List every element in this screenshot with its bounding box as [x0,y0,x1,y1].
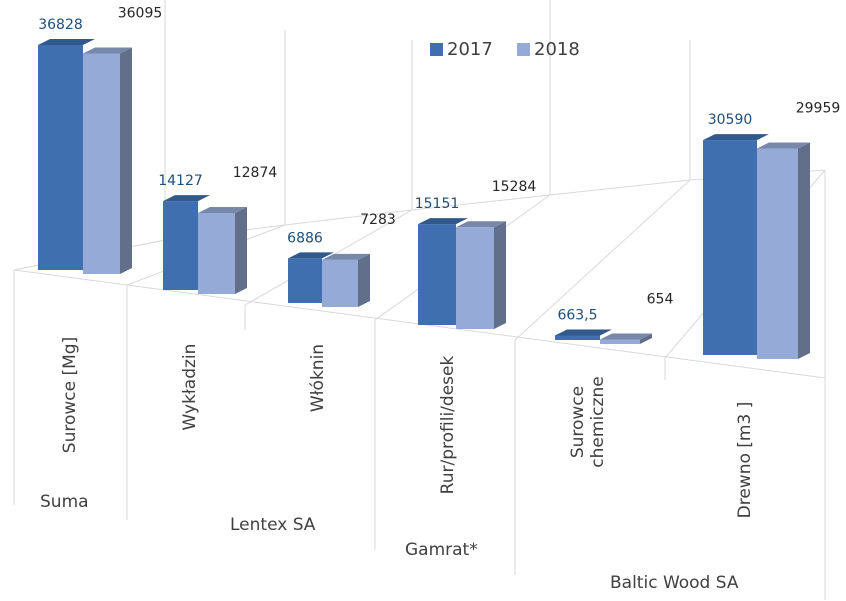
category-label: Rur/profili/desek [438,355,458,495]
data-label: 663,5 [557,307,597,323]
category-label: Wykładzin [180,343,200,431]
data-label: 30590 [708,112,753,128]
bar-side [640,333,652,344]
bar [288,258,322,303]
group-label: Lentex SA [230,515,316,535]
data-label: 12874 [233,165,278,181]
bar-side [120,47,132,275]
bar [456,227,494,329]
legend-label: 2017 [447,39,493,60]
bar [198,212,235,294]
group-label: Baltic Wood SA [610,573,739,593]
data-label: 29959 [796,101,841,117]
group-label: Gamrat* [405,540,478,560]
legend-label: 2018 [534,39,580,60]
bar-top [456,221,506,228]
floor-line [514,179,691,341]
bar-side [235,206,247,294]
legend-swatch [517,43,530,56]
data-label: 7283 [360,212,396,228]
bar [163,201,198,290]
bar [757,148,798,359]
bar [555,335,600,340]
data-label: 15151 [415,196,460,212]
group-label: Suma [40,492,89,512]
bar [600,339,640,344]
bar-top [555,329,612,336]
bar-top [703,134,769,141]
bar [703,140,757,355]
bar-top [83,47,132,54]
bar-top [757,142,810,149]
data-label: 14127 [158,173,203,189]
bar-top [418,218,468,225]
bar-top [322,253,370,260]
data-label: 36828 [38,17,83,33]
bar-side [494,221,506,329]
legend-swatch [430,43,443,56]
bar-side [798,142,810,359]
data-label: 654 [647,292,674,308]
bar-top [38,39,95,45]
category-label: Surowce [Mg] [60,336,80,454]
bar-top [163,195,210,202]
bar-top [600,333,652,340]
bar-top [198,206,247,213]
bar [418,224,456,325]
data-label: 6886 [287,230,323,246]
bar-side [358,253,370,307]
category-label: Drewno [m3 ] [735,401,755,519]
data-label: 36095 [118,5,163,21]
bar [83,53,120,275]
data-label: 15284 [492,179,537,195]
category-label: Surowce chemiczne [568,376,608,468]
bar [38,45,83,270]
bar-top [288,252,334,259]
bar [322,259,358,307]
category-label: Włóknin [308,343,328,413]
